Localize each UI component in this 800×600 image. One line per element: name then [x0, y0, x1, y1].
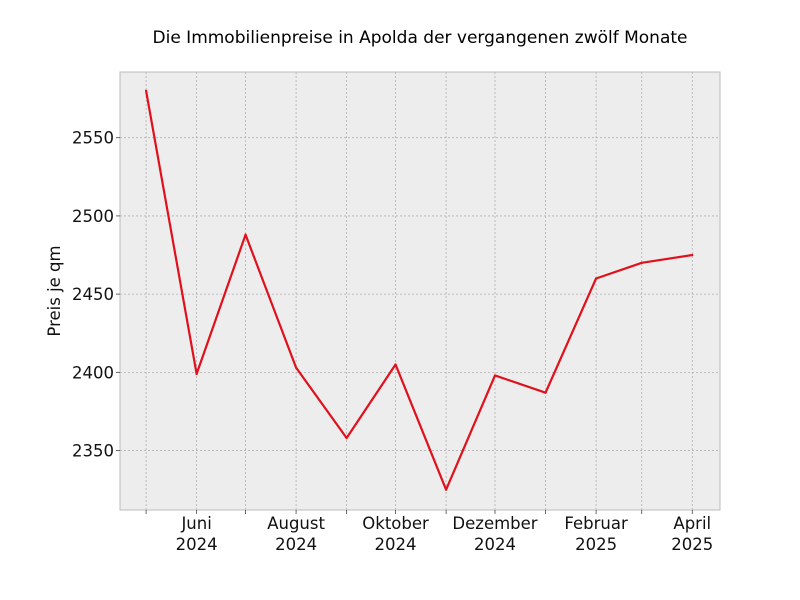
plot-area: [120, 72, 720, 510]
data-point: [493, 374, 497, 377]
data-point: [345, 436, 348, 440]
y-axis-label: Preis je qm: [45, 245, 64, 336]
y-tick-label: 2550: [72, 129, 114, 148]
series-line: [145, 90, 693, 491]
x-tick-label: Oktober 2024: [362, 514, 429, 554]
data-point: [195, 372, 198, 376]
data-point: [444, 488, 448, 491]
data-point: [544, 391, 547, 394]
data-point: [691, 253, 694, 257]
data-point: [640, 261, 643, 264]
data-point: [594, 277, 598, 280]
x-tick-label: Dezember 2024: [452, 514, 537, 554]
plot-frame: [119, 71, 721, 511]
x-tick-label: Juni 2024: [176, 514, 218, 554]
y-axis: 2350 2400 2450 2500 2550: [72, 129, 120, 461]
y-tick-label: 2350: [72, 442, 114, 461]
data-point: [144, 89, 148, 92]
grid: [120, 72, 720, 510]
data-point: [244, 233, 247, 236]
y-tick-label: 2450: [72, 285, 114, 304]
chart-title: Die Immobilienpreise in Apolda der verga…: [153, 28, 688, 48]
data-point: [294, 366, 298, 369]
x-axis: Juni 2024 August 2024 Oktober 2024 Dezember 202…: [145, 510, 713, 554]
x-tick-label: Februar 2025: [564, 514, 628, 554]
data-point: [394, 363, 397, 366]
x-tick-label: August 2024: [267, 514, 325, 554]
series-layer: [144, 89, 694, 491]
x-tick-label: April 2025: [671, 514, 713, 554]
y-tick-label: 2400: [72, 363, 114, 382]
y-tick-label: 2500: [72, 207, 114, 226]
